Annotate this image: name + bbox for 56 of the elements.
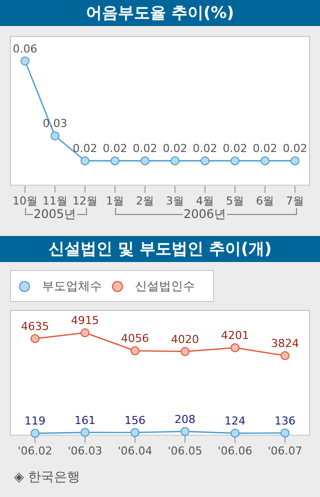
point [30, 428, 40, 438]
data-label: 0.02 [282, 142, 308, 156]
x-tick-label: 12월 [72, 194, 98, 208]
data-label: 208 [174, 412, 196, 426]
x-tick-label: 6월 [256, 194, 274, 208]
data-label: 0.02 [162, 142, 188, 156]
legend-label: 신설법인수 [135, 278, 195, 294]
chart-title: 신설법인 및 부도법인 추이(개) [0, 236, 320, 262]
text: ◈ 한국은행 [14, 469, 80, 486]
data-label: 4635 [21, 320, 49, 333]
data-label: 0.02 [72, 142, 98, 156]
data-label: 0.02 [102, 142, 128, 156]
x-tick-label: '06.04 [118, 444, 152, 458]
data-label: 4201 [221, 329, 249, 342]
text: 2006년 [182, 206, 228, 222]
text: 2005년 [32, 206, 78, 222]
data-label: 4056 [121, 332, 149, 346]
data-label: 3824 [271, 336, 299, 350]
data-label: 0.02 [222, 142, 248, 156]
x-tick-label: 3월 [166, 194, 184, 208]
data-label: 136 [274, 414, 296, 428]
data-label: 0.02 [132, 142, 158, 156]
point [280, 428, 290, 438]
data-label: 156 [124, 414, 146, 427]
x-tick-label: '06.06 [218, 444, 252, 458]
x-tick-label: '06.02 [18, 444, 52, 458]
chart-title: 어음부도율 추이(%) [0, 0, 320, 26]
point [180, 426, 190, 436]
data-label: 4915 [71, 314, 99, 328]
x-tick-label: '06.05 [168, 444, 202, 458]
x-tick-label: 1월 [106, 194, 124, 208]
x-tick-label: 2월 [136, 194, 154, 208]
point [130, 428, 140, 438]
data-label: 0.02 [192, 142, 218, 156]
x-tick-label: '06.07 [268, 444, 302, 458]
data-label: 124 [224, 414, 246, 428]
data-label: 161 [74, 414, 96, 427]
x-tick-label: 5월 [226, 194, 244, 208]
point [230, 428, 240, 438]
data-label: 119 [24, 414, 46, 428]
point [30, 334, 40, 344]
x-tick-label: 10월 [12, 194, 38, 208]
point [80, 428, 90, 437]
point [230, 343, 240, 352]
x-tick-label: 4월 [196, 194, 214, 208]
data-label: 4020 [171, 332, 199, 346]
point [130, 346, 140, 356]
data-label: 0.06 [12, 42, 38, 56]
x-tick-label: '06.03 [68, 444, 102, 458]
point [80, 328, 90, 338]
data-label: 0.02 [252, 142, 278, 156]
x-tick-label: 11월 [42, 194, 68, 208]
point [180, 347, 190, 356]
x-tick-label: 7월 [286, 194, 304, 208]
legend-label: 부도업체수 [42, 278, 102, 294]
point [280, 351, 290, 360]
